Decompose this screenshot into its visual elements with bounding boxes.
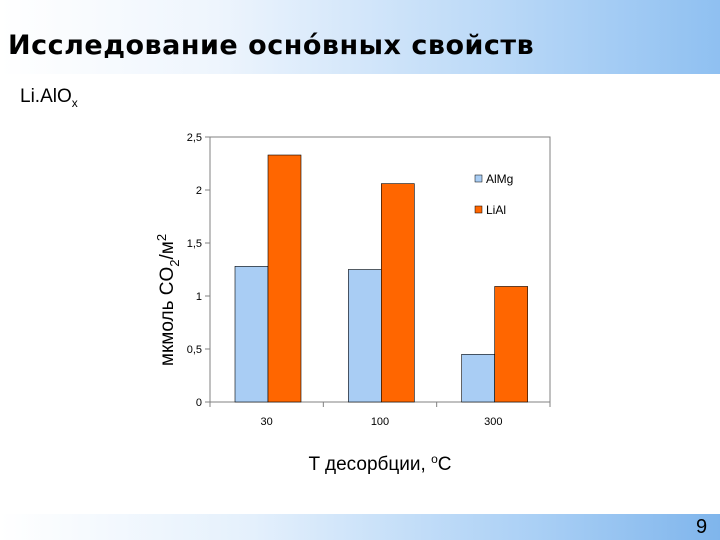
y-tick-label: 1,5 [187,238,202,250]
y-tick-label: 2,5 [187,132,202,144]
legend: AlMg LiAl [474,172,513,217]
legend-swatch-almg [474,174,483,183]
y-tick-label: 2 [196,185,202,197]
bar-lial-30 [267,154,302,403]
slide-title: Исследование осно́вных свойств [8,30,535,61]
y-tick-label: 0,5 [187,344,202,356]
x-tick-label: 100 [371,416,389,428]
legend-swatch-lial [474,205,483,214]
subtitle-subscript: x [71,96,78,110]
x-axis-label: T десорбции, oC [308,452,451,475]
bar-almg-300 [461,353,495,403]
x-axis-ticks: 30 100 300 [209,402,551,428]
legend-label-almg: AlMg [486,172,513,186]
slide-subtitle: Li.AlOx [20,86,78,110]
y-tick-label: 0 [196,397,202,409]
legend-label-lial: LiAl [486,203,506,217]
footer-bar [0,514,720,540]
bars [234,154,528,403]
y-axis-ticks: 0 0,5 1 1,5 2 2,5 [187,132,210,409]
x-tick-label: 300 [484,416,502,428]
page-number: 9 [696,516,708,538]
bar-chart: 0 0,5 1 1,5 2 2,5 30 100 300 AlMg LiAl мкмоль C… [154,132,551,475]
subtitle-main: Li.AlO [20,86,72,107]
title-bar [0,0,720,74]
bar-lial-300 [494,286,528,403]
bar-lial-100 [381,183,415,403]
x-tick-label: 30 [261,416,273,428]
y-axis-label: мкмоль CO2/м2 [154,234,182,366]
bar-almg-30 [234,266,269,403]
y-tick-label: 1 [196,291,202,303]
bar-almg-100 [348,269,382,403]
